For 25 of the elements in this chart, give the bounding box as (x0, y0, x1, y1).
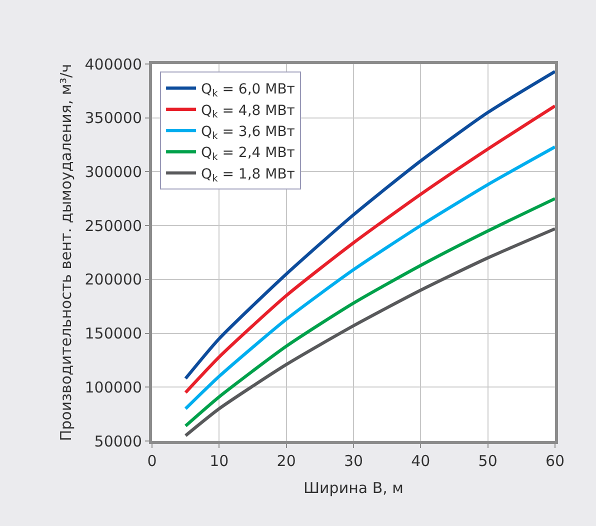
x-tick-label: 40 (411, 452, 430, 470)
x-axis-title: Ширина B, м (304, 479, 404, 497)
legend-label: Q$_{k}$ = 3,6 МВт (201, 124, 295, 142)
y-tick-label: 400000 (84, 55, 142, 74)
x-tick-label: 20 (276, 452, 296, 470)
y-tick-label: 350000 (84, 109, 142, 128)
line-series (184, 145, 555, 410)
x-tick-label: 30 (344, 452, 364, 470)
y-axis-title: Производительность вент. дымоудаления, м³/ч (56, 64, 75, 442)
legend-label: Q$_{k}$ = 6,0 МВт (201, 82, 295, 100)
x-tick-label: 50 (478, 452, 498, 470)
line-series (184, 227, 555, 438)
line-series (184, 197, 555, 428)
y-tick-label: 300000 (84, 162, 142, 181)
legend-label: Q$_{k}$ = 2,4 МВт (201, 145, 295, 164)
y-tick-label: 50000 (94, 432, 142, 450)
y-tick-label: 100000 (84, 378, 142, 396)
x-tick-label: 0 (147, 452, 157, 470)
y-tick-label: 250000 (84, 216, 142, 235)
legend-label: Q$_{k}$ = 1,8 МВт (201, 166, 295, 184)
x-tick-label: 10 (210, 452, 229, 470)
x-tick-label: 60 (545, 452, 565, 470)
y-tick-label: 150000 (84, 324, 142, 343)
legend-label: Q$_{k}$ = 4,8 МВт (201, 102, 295, 121)
y-tick-label: 200000 (84, 270, 142, 289)
